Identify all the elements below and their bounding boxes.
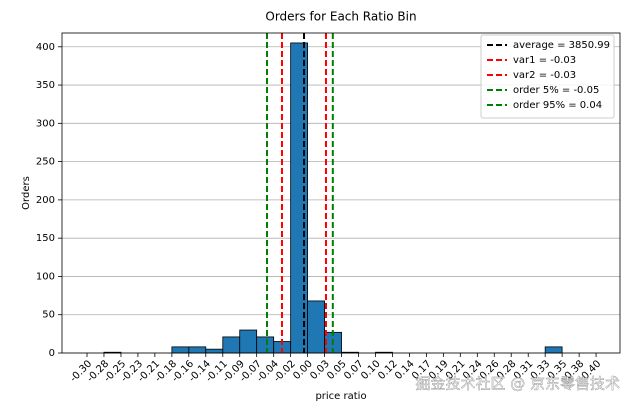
plot-frame — [61, 32, 621, 354]
bar — [171, 346, 190, 354]
watermark: 掘金技术社区 @ 京东零售技术 — [415, 375, 620, 393]
legend-label: var2 = -0.03 — [513, 70, 576, 81]
bar — [222, 336, 241, 354]
legend: average = 3850.99 var1 = -0.03 var2 = -0.0… — [480, 34, 615, 119]
y-tick-label: 0 — [49, 348, 55, 359]
bar — [307, 300, 326, 354]
y-tick-label: 150 — [36, 233, 55, 244]
bar — [544, 346, 563, 354]
legend-label: var1 = -0.03 — [513, 55, 576, 66]
bar — [290, 42, 308, 354]
y-tick-label: 100 — [36, 271, 55, 282]
y-tick-label: 300 — [36, 118, 55, 129]
legend-label: order 95% = 0.04 — [513, 100, 602, 111]
x-axis-label: price ratio — [315, 391, 366, 402]
legend-label: average = 3850.99 — [513, 40, 610, 51]
y-tick-label: 350 — [36, 80, 55, 91]
y-tick-label: 400 — [36, 42, 55, 53]
bar — [256, 336, 275, 354]
legend-label: order 5% = -0.05 — [513, 85, 599, 96]
chart-title: Orders for Each Ratio Bin — [265, 10, 416, 24]
bar — [239, 329, 258, 354]
y-tick-label: 250 — [36, 157, 55, 168]
legend-box — [480, 34, 615, 119]
y-tick-label: 200 — [36, 195, 55, 206]
y-tick-label: 50 — [42, 310, 55, 321]
bar — [188, 346, 207, 354]
y-axis-label: Orders — [21, 176, 32, 210]
bar — [205, 348, 224, 354]
